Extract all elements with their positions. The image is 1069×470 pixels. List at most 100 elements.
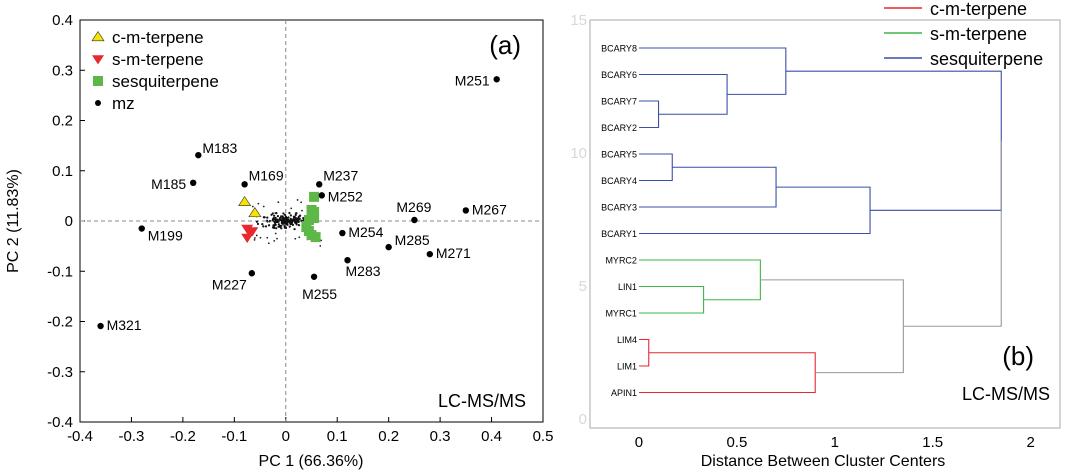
mz-cloud-point xyxy=(276,215,280,218)
mz-point-label: M251 xyxy=(455,72,490,88)
mz-point xyxy=(385,243,392,251)
mz-cloud-point xyxy=(277,220,280,222)
y-tick-label: 0 xyxy=(65,213,73,230)
mz-cloud-point xyxy=(270,213,273,216)
legend-marker-mz xyxy=(95,100,101,106)
dendrogram-link xyxy=(638,153,673,182)
mz-point-label: M285 xyxy=(395,232,430,248)
mz-point xyxy=(426,250,434,258)
mz-point xyxy=(310,273,318,280)
mz-cloud-point xyxy=(300,201,303,204)
mz-cloud-point xyxy=(282,223,285,225)
dendrogram-link xyxy=(638,73,728,115)
mz-cloud-point xyxy=(294,212,297,215)
mz-cloud-point xyxy=(297,224,301,227)
mz-cloud-point xyxy=(255,220,259,223)
mz-cloud-point xyxy=(280,224,283,227)
method-label-a: LC-MS/MS xyxy=(438,391,526,411)
mz-cloud-point xyxy=(286,223,289,226)
mz-cloud-point xyxy=(272,217,276,220)
x-tick-label: 0.2 xyxy=(378,428,399,445)
mz-cloud-point xyxy=(273,239,276,242)
sesquiterpene-point xyxy=(309,206,320,217)
dendrogram-tree xyxy=(638,47,1002,394)
y-tick-label: 0.4 xyxy=(52,12,73,29)
mz-cloud-point xyxy=(293,216,296,220)
mz-point-label: M255 xyxy=(302,286,337,302)
dendrogram-link xyxy=(638,100,660,129)
mz-point-label: M252 xyxy=(328,188,363,204)
mz-point xyxy=(462,207,470,214)
mz-cloud-point xyxy=(278,224,281,227)
sesquiterpene-point xyxy=(309,212,320,223)
mz-cloud-point xyxy=(283,224,286,228)
mz-point-label: M169 xyxy=(249,167,284,183)
pca-scatter-panel: -0.4 -0.3 -0.2 -0.1 0 0.1 0.2 0.3 0.4 0.5 0.4 0.3 0.… xyxy=(5,12,553,470)
mz-cloud-point xyxy=(257,202,260,205)
mz-cloud-point xyxy=(283,213,287,217)
mz-point xyxy=(344,256,351,264)
mz-cloud-point xyxy=(263,216,266,219)
mz-point xyxy=(248,270,256,277)
mz-point-label: M269 xyxy=(396,199,431,215)
dendrogram-link xyxy=(638,352,816,394)
method-label-b: LC-MS/MS xyxy=(962,384,1050,404)
mz-point-label: M227 xyxy=(212,276,247,292)
mz-cloud-point xyxy=(287,216,290,219)
panel-label-a: (a) xyxy=(489,30,521,60)
mz-cloud-point xyxy=(302,219,305,222)
y-tick-label-b: 5 xyxy=(579,278,587,295)
mz-cloud-point xyxy=(298,215,301,218)
x-tick-label-b: 2 xyxy=(1026,434,1034,451)
leaf-label: MYRC2 xyxy=(605,256,637,266)
mz-cloud-point xyxy=(294,213,297,217)
legend-label: sesquiterpene xyxy=(112,72,219,91)
legend-label: c-m-terpene xyxy=(112,28,204,47)
legend-a: c-m-terpene s-m-terpene sesquiterpene mz xyxy=(91,28,219,113)
dendrogram-link xyxy=(903,140,1002,327)
mz-cloud-point xyxy=(266,216,269,219)
s-m-terpene-point xyxy=(241,233,254,243)
leaf-label: LIN1 xyxy=(618,282,637,292)
mz-point xyxy=(195,151,202,159)
mz-cloud-point xyxy=(273,223,276,227)
mz-cloud-point xyxy=(288,211,291,215)
mz-cloud-point xyxy=(277,201,280,204)
mz-cloud-point xyxy=(294,237,297,240)
mz-point xyxy=(189,179,197,187)
y-tick-label: 0.2 xyxy=(52,113,73,130)
mz-cloud-point xyxy=(288,220,292,223)
x-axis-label-b: Distance Between Cluster Centers xyxy=(701,453,946,470)
c-m-terpene-point xyxy=(248,207,262,218)
mz-cloud-point xyxy=(320,239,323,242)
mz-cloud-point xyxy=(293,219,296,223)
dendrogram-link xyxy=(785,70,1002,211)
dendrogram-link xyxy=(760,279,904,374)
leaf-label: BCARY7 xyxy=(601,97,637,107)
leaf-label: MYRC1 xyxy=(605,309,637,319)
mz-cloud-point xyxy=(298,236,301,239)
axis-ticks-a: -0.4 -0.3 -0.2 -0.1 0 0.1 0.2 0.3 0.4 0.5 0.4 0.3 0.… xyxy=(47,12,553,445)
mz-cloud-point xyxy=(293,228,296,231)
mz-point-label: M199 xyxy=(148,228,183,244)
mz-cloud-point xyxy=(288,225,291,228)
legend-b: c-m-terpene s-m-terpene sesquiterpene xyxy=(884,0,1043,69)
mz-point xyxy=(318,192,325,199)
mz-point-label: M267 xyxy=(472,201,507,217)
leaf-label: BCARY3 xyxy=(601,203,637,213)
mz-point-label: M185 xyxy=(151,176,186,192)
mz-cloud-point xyxy=(266,236,269,239)
x-tick-label-b: 1.5 xyxy=(922,434,943,451)
mz-point xyxy=(138,225,145,232)
mz-cloud-point xyxy=(262,205,265,208)
plot-frame-b xyxy=(589,19,1061,429)
mz-cloud-point xyxy=(256,222,260,226)
y-tick-label: -0.1 xyxy=(47,263,73,280)
legend-marker-s-m-terpene xyxy=(92,55,104,65)
x-axis-label-a: PC 1 (66.36%) xyxy=(259,453,364,470)
x-tick-label: 0.4 xyxy=(481,428,502,445)
mz-cloud-point xyxy=(253,237,256,239)
mz-cloud-point xyxy=(251,205,254,208)
mz-cloud-point xyxy=(267,242,270,245)
dendrogram-link xyxy=(638,338,650,367)
